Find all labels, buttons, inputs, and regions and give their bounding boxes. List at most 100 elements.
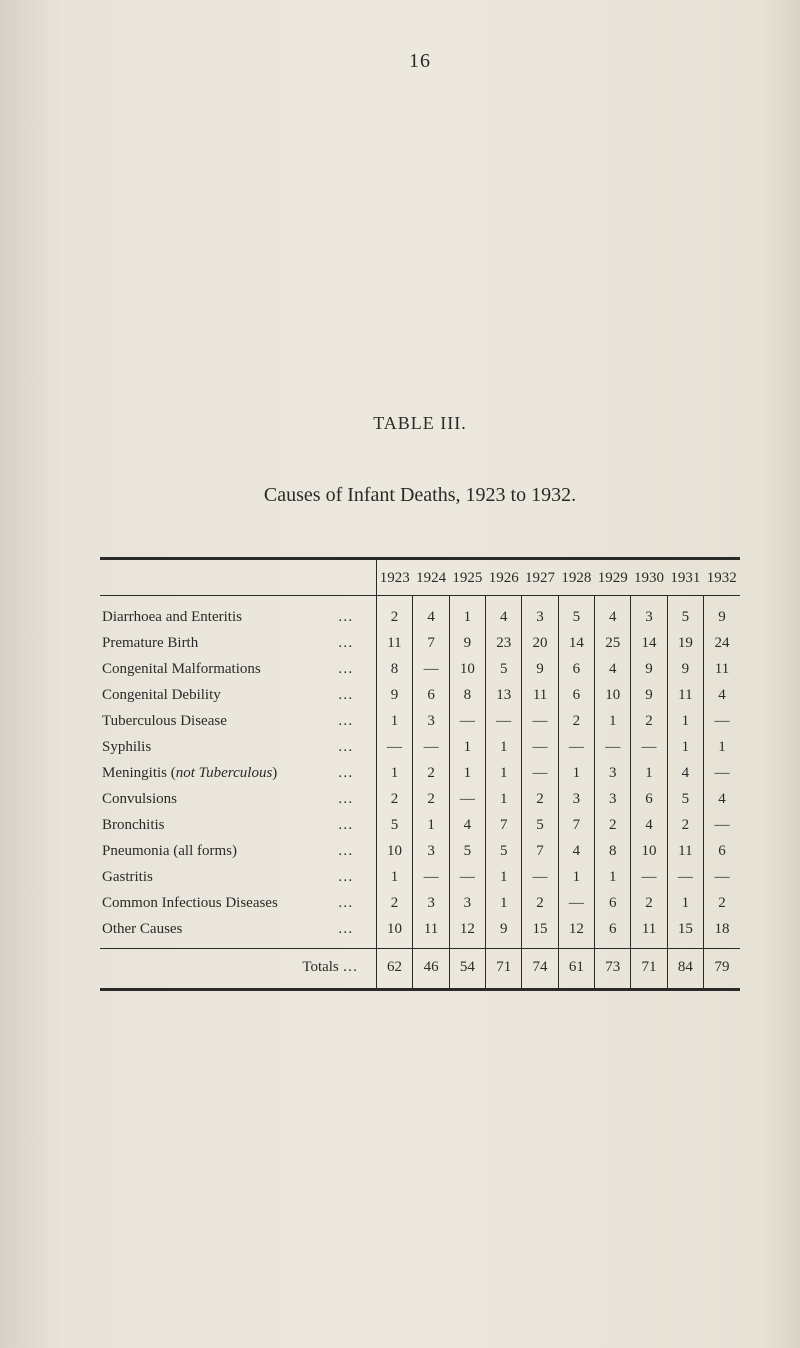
document-page: 16 TABLE III. Causes of Infant Deaths, 1…: [0, 0, 800, 1348]
totals-cell: 79: [704, 949, 740, 990]
table-label: TABLE III.: [100, 413, 740, 434]
leader-dots: …: [332, 765, 355, 781]
data-cell: 4: [631, 812, 667, 838]
data-cell: 2: [522, 890, 558, 916]
data-cell: 8: [595, 838, 631, 864]
data-cell: 10: [376, 916, 413, 949]
data-cell: —: [449, 864, 485, 890]
data-cell: 5: [667, 596, 703, 631]
data-cell: 10: [376, 838, 413, 864]
data-cell: 1: [558, 864, 594, 890]
data-cell: 3: [631, 596, 667, 631]
totals-cell: 71: [486, 949, 522, 990]
header-year: 1924: [413, 559, 449, 596]
header-year: 1927: [522, 559, 558, 596]
data-cell: 24: [704, 630, 740, 656]
totals-cell: 84: [667, 949, 703, 990]
header-year: 1926: [486, 559, 522, 596]
data-cell: 25: [595, 630, 631, 656]
data-cell: 5: [486, 656, 522, 682]
data-cell: 3: [413, 838, 449, 864]
data-cell: 2: [667, 812, 703, 838]
totals-cell: 73: [595, 949, 631, 990]
data-cell: 4: [413, 596, 449, 631]
leader-dots: …: [332, 791, 355, 807]
data-cell: 1: [667, 890, 703, 916]
data-cell: —: [704, 760, 740, 786]
row-label: Gastritis: [102, 869, 332, 886]
data-cell: 11: [704, 656, 740, 682]
data-cell: 2: [631, 708, 667, 734]
leader-dots: …: [332, 713, 355, 729]
data-cell: 1: [486, 864, 522, 890]
row-label: Tuberculous Disease: [102, 713, 332, 730]
data-cell: 2: [595, 812, 631, 838]
row-label: Premature Birth: [102, 635, 332, 652]
data-cell: 7: [413, 630, 449, 656]
table-row: Tuberculous Disease …13———2121—: [100, 708, 740, 734]
data-cell: 1: [449, 760, 485, 786]
leader-dots: …: [332, 869, 355, 885]
row-label-cell: Common Infectious Diseases …: [100, 890, 376, 916]
data-cell: 11: [667, 838, 703, 864]
data-cell: 4: [595, 656, 631, 682]
data-cell: 11: [413, 916, 449, 949]
table-row: Congenital Debility …96813116109114: [100, 682, 740, 708]
data-cell: —: [667, 864, 703, 890]
totals-cell: 74: [522, 949, 558, 990]
data-cell: 9: [486, 916, 522, 949]
totals-cell: 62: [376, 949, 413, 990]
row-label: Common Infectious Diseases: [102, 895, 332, 912]
data-cell: 1: [486, 760, 522, 786]
data-cell: 12: [558, 916, 594, 949]
row-label: Congenital Malformations: [102, 661, 332, 678]
data-cell: 2: [522, 786, 558, 812]
data-cell: —: [486, 708, 522, 734]
data-cell: 4: [595, 596, 631, 631]
data-cell: 10: [631, 838, 667, 864]
data-cell: 11: [522, 682, 558, 708]
data-cell: —: [522, 760, 558, 786]
data-cell: 3: [413, 708, 449, 734]
data-cell: 2: [558, 708, 594, 734]
data-cell: —: [413, 656, 449, 682]
row-label: Other Causes: [102, 921, 332, 938]
table-row: Premature Birth …117923201425141924: [100, 630, 740, 656]
header-year: 1930: [631, 559, 667, 596]
data-cell: 9: [376, 682, 413, 708]
row-label-cell: Pneumonia (all forms) …: [100, 838, 376, 864]
data-cell: 1: [486, 786, 522, 812]
data-cell: 1: [667, 708, 703, 734]
data-cell: 2: [413, 760, 449, 786]
data-cell: 23: [486, 630, 522, 656]
row-label-cell: Premature Birth …: [100, 630, 376, 656]
row-label-cell: Syphilis …: [100, 734, 376, 760]
data-cell: 7: [486, 812, 522, 838]
row-label: Pneumonia (all forms): [102, 843, 332, 860]
leader-dots: …: [332, 843, 355, 859]
data-cell: 4: [667, 760, 703, 786]
header-year: 1923: [376, 559, 413, 596]
row-label-cell: Gastritis …: [100, 864, 376, 890]
data-cell: 3: [413, 890, 449, 916]
data-cell: 5: [558, 596, 594, 631]
data-cell: 11: [667, 682, 703, 708]
leader-dots: …: [332, 739, 355, 755]
data-cell: —: [704, 708, 740, 734]
row-label: Congenital Debility: [102, 687, 332, 704]
data-cell: —: [704, 812, 740, 838]
data-cell: —: [413, 864, 449, 890]
data-cell: 9: [704, 596, 740, 631]
data-cell: —: [449, 708, 485, 734]
row-label: Meningitis (not Tuberculous): [102, 765, 332, 782]
table-row: Syphilis …——11————11: [100, 734, 740, 760]
data-cell: 5: [449, 838, 485, 864]
row-label-cell: Bronchitis …: [100, 812, 376, 838]
data-cell: 2: [631, 890, 667, 916]
data-cell: 1: [486, 734, 522, 760]
data-cell: 6: [704, 838, 740, 864]
data-cell: 15: [522, 916, 558, 949]
totals-cell: 54: [449, 949, 485, 990]
data-cell: —: [522, 708, 558, 734]
data-cell: 4: [704, 682, 740, 708]
